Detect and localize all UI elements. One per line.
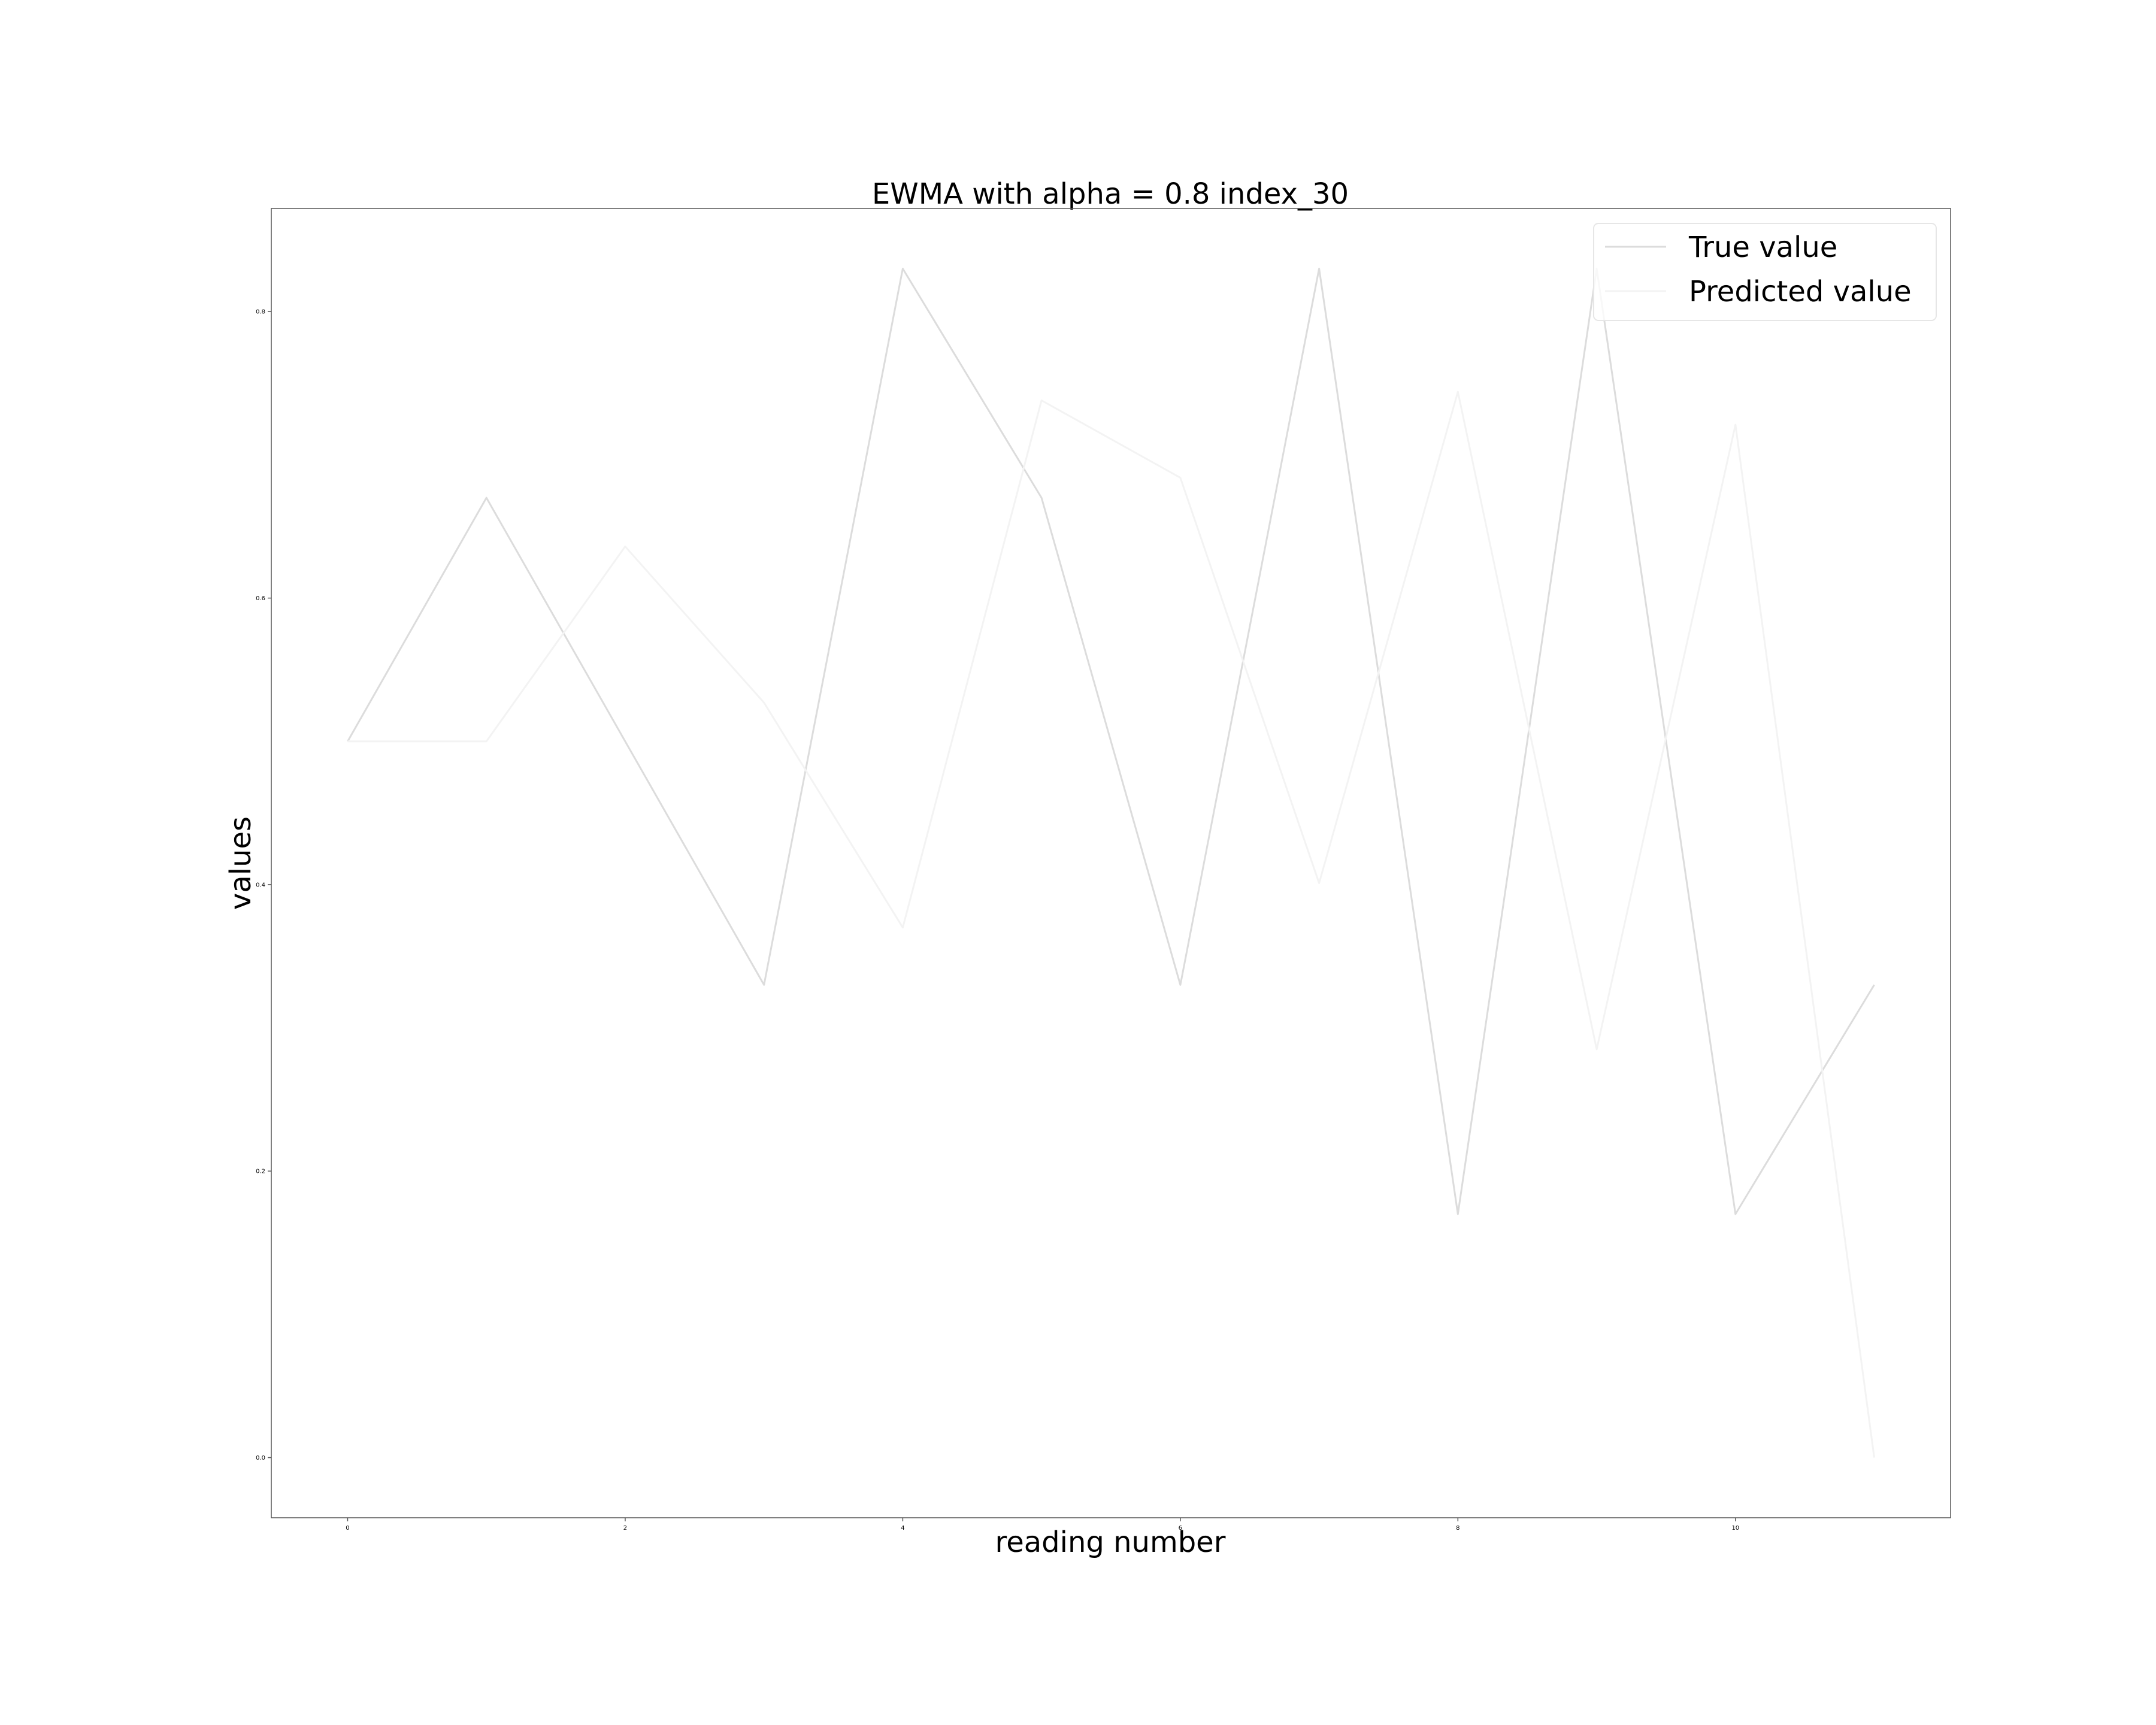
x-tick-label: 2 — [623, 1525, 627, 1532]
plot-frame — [271, 208, 1951, 1518]
x-tick-label: 10 — [1731, 1525, 1739, 1532]
series-layer — [347, 268, 1875, 1458]
y-tick-label: 0.4 — [256, 882, 265, 888]
legend-label-predicted-value: Predicted value — [1689, 275, 1912, 308]
legend-box — [1593, 223, 1937, 321]
series-line-predicted-value — [347, 391, 1875, 1458]
x-tick-label: 0 — [346, 1525, 349, 1532]
series-line-true-value — [347, 268, 1875, 1215]
legend: True value Predicted value — [1593, 223, 1937, 321]
y-axis-label: values — [224, 816, 258, 910]
y-tick-label: 0.6 — [256, 595, 265, 602]
x-tick-label: 4 — [901, 1525, 904, 1532]
x-axis-label: reading number — [995, 1526, 1226, 1559]
chart-title: EWMA with alpha = 0.8 index_30 — [872, 177, 1349, 211]
x-tick-label: 6 — [1179, 1525, 1182, 1532]
y-tick-label: 0.2 — [256, 1169, 265, 1175]
x-tick-label: 8 — [1456, 1525, 1459, 1532]
ticks: 0 2 4 6 8 10 0.0 0.2 0.4 0.6 0.8 — [256, 309, 1739, 1532]
y-tick-label: 0.0 — [256, 1455, 265, 1461]
legend-label-true-value: True value — [1688, 231, 1837, 264]
y-tick-label: 0.8 — [256, 309, 265, 316]
